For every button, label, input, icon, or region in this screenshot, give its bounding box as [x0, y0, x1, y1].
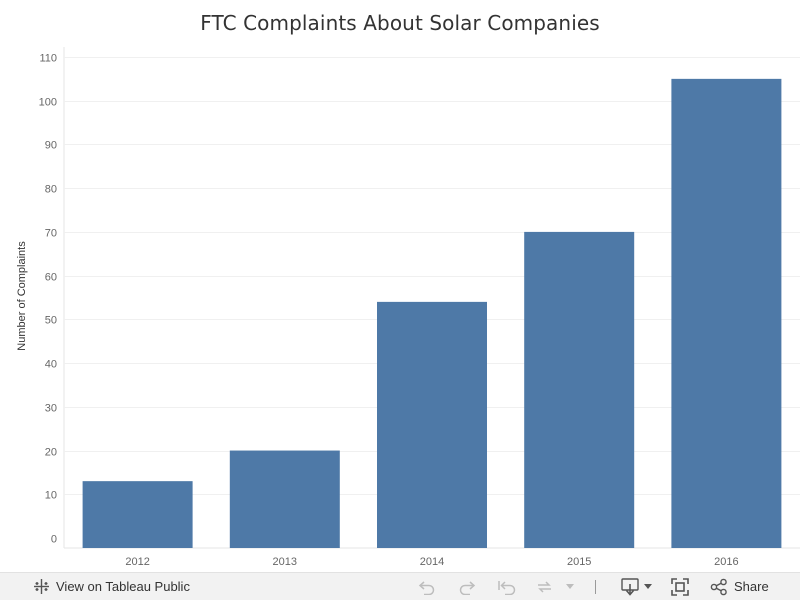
x-tick-label: 2016: [714, 556, 738, 568]
revert-button[interactable]: [497, 573, 517, 600]
undo-button[interactable]: [418, 573, 436, 600]
bar-2015: [524, 231, 635, 548]
y-tick-label: 100: [39, 97, 57, 109]
fullscreen-icon: [671, 577, 689, 596]
undo-icon: [418, 579, 436, 595]
y-tick-label: 10: [45, 490, 57, 502]
view-on-tableau-link[interactable]: View on Tableau Public: [33, 573, 190, 600]
redo-button[interactable]: [458, 573, 476, 600]
y-tick-label: 20: [45, 447, 57, 459]
y-tick-label: 0: [51, 534, 57, 546]
download-chevron-icon: [644, 583, 652, 590]
download-button[interactable]: [621, 573, 652, 600]
y-tick-label: 110: [39, 53, 57, 65]
tableau-viz: FTC Complaints About Solar Companies Num…: [16, 11, 800, 568]
x-tick-label: 2014: [420, 556, 444, 568]
refresh-icon: [535, 579, 555, 595]
chevron-down-icon: [566, 583, 574, 590]
bar-2014: [377, 301, 487, 548]
bar-2016: [671, 78, 782, 548]
fullscreen-button[interactable]: [671, 573, 689, 600]
x-tick-label: 2015: [567, 556, 591, 568]
share-button[interactable]: Share: [710, 573, 769, 600]
y-tick-label: 90: [45, 140, 57, 152]
bar-2012: [82, 481, 193, 548]
y-tick-label: 30: [45, 403, 57, 415]
view-on-tableau-label: View on Tableau Public: [56, 579, 190, 594]
y-tick-label: 50: [45, 315, 57, 327]
tableau-toolbar: View on Tableau Public: [0, 572, 800, 600]
share-icon: [710, 578, 728, 596]
download-icon: [621, 577, 641, 596]
tableau-logo-icon: [33, 578, 50, 595]
bar-2013: [229, 450, 340, 548]
x-axis-ticks: 2012 2013 2014 2015 2016: [125, 556, 738, 568]
refresh-dropdown-button[interactable]: [566, 573, 574, 600]
chart-title: FTC Complaints About Solar Companies: [200, 11, 600, 35]
refresh-button[interactable]: [535, 573, 555, 600]
bars: [82, 78, 782, 548]
toolbar-divider: [595, 580, 596, 594]
y-tick-label: 70: [45, 228, 57, 240]
redo-icon: [458, 579, 476, 595]
y-tick-label: 60: [45, 272, 57, 284]
y-axis-ticks: 0 10 20 30 40 50 60 70 80 90 100 110: [39, 53, 57, 546]
revert-icon: [497, 579, 517, 595]
x-tick-label: 2012: [125, 556, 149, 568]
x-tick-label: 2013: [273, 556, 297, 568]
share-label: Share: [734, 579, 769, 594]
y-tick-label: 80: [45, 184, 57, 196]
y-tick-label: 40: [45, 359, 57, 371]
